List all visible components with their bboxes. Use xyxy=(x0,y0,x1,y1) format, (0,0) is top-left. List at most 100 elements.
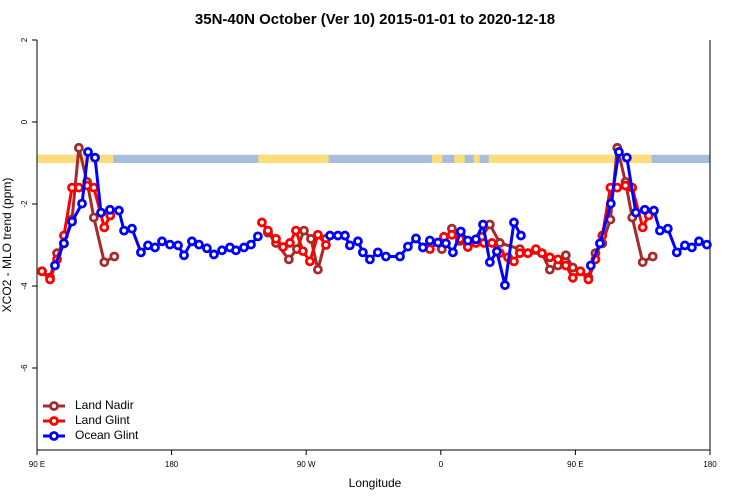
data-point xyxy=(567,272,578,283)
y-tick-label: -4 xyxy=(20,282,29,290)
data-point xyxy=(491,246,502,257)
data-point xyxy=(595,238,605,249)
data-point xyxy=(231,245,241,256)
data-point xyxy=(701,239,712,250)
y-tick-label: 0 xyxy=(20,119,29,124)
data-point xyxy=(662,223,673,234)
data-point xyxy=(515,248,525,259)
data-point xyxy=(157,236,167,247)
data-point xyxy=(136,247,146,258)
data-point xyxy=(257,217,267,228)
data-point xyxy=(299,225,309,236)
land-strip xyxy=(37,154,114,163)
legend-marker xyxy=(49,431,59,441)
data-point xyxy=(448,247,458,258)
data-point xyxy=(395,251,405,262)
data-point xyxy=(271,233,281,244)
data-point xyxy=(411,233,421,244)
data-point xyxy=(90,152,100,163)
legend-label: Land Nadir xyxy=(75,398,134,412)
data-point xyxy=(424,235,435,246)
data-point xyxy=(630,207,641,218)
x-axis-label: Longitude xyxy=(349,476,402,490)
data-point xyxy=(402,241,413,252)
data-point xyxy=(455,226,466,237)
x-tick-label: 90 W xyxy=(297,460,316,469)
data-point xyxy=(344,240,355,251)
legend-marker xyxy=(49,401,59,411)
data-point xyxy=(516,230,526,241)
land-strip xyxy=(454,154,465,163)
data-point xyxy=(639,204,650,215)
data-point xyxy=(305,256,315,267)
data-point xyxy=(150,242,160,253)
data-point xyxy=(312,229,323,240)
data-point xyxy=(114,205,124,216)
data-point xyxy=(263,225,273,236)
x-tick-label: 0 xyxy=(439,460,444,469)
data-point xyxy=(544,264,555,275)
data-point xyxy=(50,260,60,271)
data-point xyxy=(509,256,519,267)
data-point xyxy=(306,233,316,244)
legend-label: Ocean Glint xyxy=(75,428,139,442)
data-point xyxy=(372,247,383,258)
land-strip xyxy=(488,154,652,163)
chart-title: 35N-40N October (Ver 10) 2015-01-01 to 2… xyxy=(195,11,555,28)
data-point xyxy=(179,250,189,261)
data-point xyxy=(575,266,586,277)
y-tick-label: 2 xyxy=(20,37,29,42)
data-point xyxy=(381,251,391,262)
data-point xyxy=(605,198,616,209)
data-point xyxy=(544,252,555,263)
data-point xyxy=(478,219,488,230)
data-point xyxy=(209,249,219,260)
x-tick-label: 90 E xyxy=(29,460,45,469)
data-point xyxy=(687,242,697,253)
land-strip xyxy=(473,154,480,163)
data-point xyxy=(462,235,473,246)
data-point xyxy=(246,239,256,250)
data-point xyxy=(446,229,457,240)
data-point xyxy=(637,257,648,268)
data-point xyxy=(522,248,533,259)
data-point xyxy=(654,225,665,236)
data-point xyxy=(77,198,87,209)
data-point xyxy=(298,246,308,257)
data-point xyxy=(471,234,481,245)
data-point xyxy=(290,225,301,236)
y-tick-label: -6 xyxy=(20,364,29,372)
data-point xyxy=(284,238,295,248)
data-point xyxy=(73,142,84,153)
legend-marker xyxy=(49,416,59,426)
data-point xyxy=(440,238,451,249)
data-point xyxy=(647,251,658,262)
data-point xyxy=(649,205,659,216)
data-point xyxy=(614,147,624,157)
data-point xyxy=(173,240,183,251)
data-point xyxy=(560,260,571,271)
data-point xyxy=(433,237,443,248)
data-point xyxy=(252,231,263,242)
data-point xyxy=(37,266,47,277)
data-point xyxy=(500,280,510,291)
data-point xyxy=(73,182,84,193)
x-tick-label: 180 xyxy=(703,460,717,469)
land-strip xyxy=(258,154,329,163)
data-point xyxy=(127,223,137,234)
data-point xyxy=(365,254,375,265)
data-point xyxy=(201,243,212,254)
data-point xyxy=(621,152,632,163)
legend-label: Land Glint xyxy=(75,413,130,427)
data-point xyxy=(509,217,519,228)
data-point xyxy=(357,247,368,258)
data-point xyxy=(283,254,294,265)
data-point xyxy=(671,247,682,258)
data-point xyxy=(194,239,204,250)
data-point xyxy=(340,230,350,241)
data-point xyxy=(553,254,563,265)
data-point xyxy=(119,225,129,236)
data-point xyxy=(536,248,547,259)
data-point xyxy=(88,212,99,223)
